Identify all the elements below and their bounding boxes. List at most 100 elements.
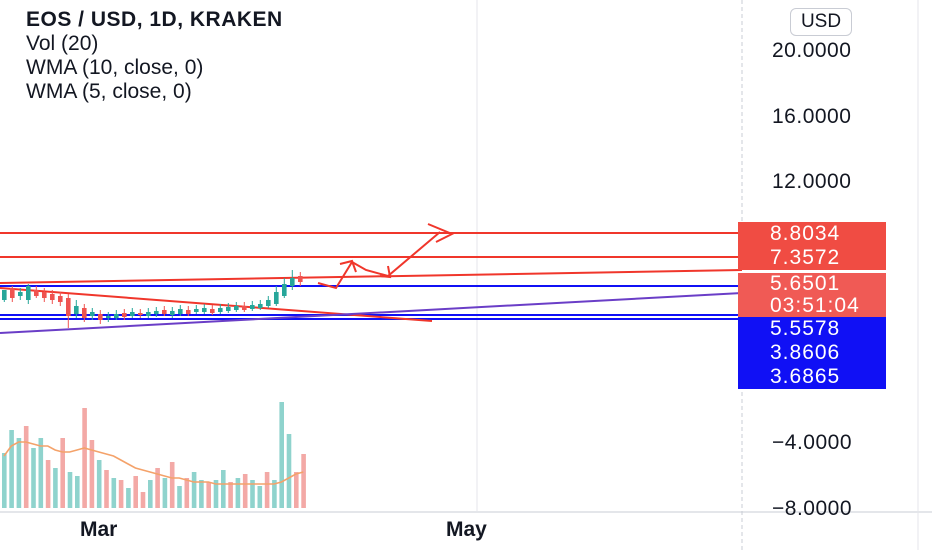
volume-bar (39, 438, 44, 508)
volume-bar (265, 472, 270, 508)
descending-trendline[interactable] (0, 288, 432, 321)
volume-bar (82, 408, 87, 508)
legend-volume[interactable]: Vol (20) (26, 32, 283, 56)
candle-body (298, 276, 303, 282)
candle-body (130, 312, 135, 316)
volume-bar (258, 486, 263, 508)
chart-legend: EOS / USD, 1D, KRAKEN Vol (20) WMA (10, … (26, 8, 283, 104)
candle-body (106, 316, 111, 318)
volume-bar (163, 478, 168, 508)
volume-bar (185, 478, 190, 508)
volume-bar (9, 430, 14, 508)
price-tag-level-3[interactable]: 5.5578 (738, 317, 886, 341)
volume-bar (236, 478, 241, 508)
volume-bar (60, 438, 65, 508)
support-trendline[interactable] (0, 293, 742, 333)
volume-bar (279, 402, 284, 508)
volume-bar (31, 448, 36, 508)
volume-bar (53, 468, 58, 508)
candle-body (26, 286, 31, 300)
price-tag-level-2[interactable]: 7.3572 (738, 246, 886, 270)
volume-bar (17, 438, 22, 508)
candle-body (82, 308, 87, 318)
candle-body (2, 290, 7, 300)
candle-body (290, 278, 295, 286)
candle-body (162, 310, 167, 314)
candle-body (274, 292, 279, 304)
drawings[interactable] (0, 224, 742, 333)
candle-body (66, 298, 71, 316)
volume-bars (2, 402, 306, 508)
candle-body (186, 310, 191, 314)
candle-body (42, 292, 47, 298)
candle-body (282, 284, 287, 296)
candle-body (178, 309, 183, 314)
candle-body (234, 306, 239, 310)
volume-bar (112, 478, 117, 508)
x-label-may: May (446, 518, 487, 542)
volume-bar (68, 472, 73, 508)
candle-body (34, 290, 39, 296)
price-tag-level-5[interactable]: 3.6865 (738, 365, 886, 389)
volume-bar (148, 480, 153, 508)
volume-bar (221, 470, 226, 508)
candle-body (218, 308, 223, 312)
volume-bar (119, 480, 124, 508)
symbol-title[interactable]: EOS / USD, 1D, KRAKEN (26, 8, 283, 32)
candle-body (266, 300, 271, 306)
candle-body (146, 312, 151, 316)
candle-body (90, 312, 95, 316)
volume-bar (301, 454, 306, 508)
candle-body (258, 304, 263, 308)
candle-body (170, 311, 175, 315)
volume-bar (192, 472, 197, 508)
volume-bar (243, 474, 248, 508)
candle-body (114, 314, 119, 318)
legend-wma-5[interactable]: WMA (5, close, 0) (26, 80, 283, 104)
y-tick-neg4: −4.0000 (772, 431, 852, 455)
volume-bar (104, 470, 109, 508)
candle-body (10, 288, 15, 298)
candle-body (74, 306, 79, 314)
volume-bar (206, 482, 211, 508)
volume-bar (170, 462, 175, 508)
volume-bar (46, 460, 51, 508)
volume-bar (141, 492, 146, 508)
x-label-mar: Mar (80, 518, 117, 542)
y-tick-12: 12.0000 (772, 170, 851, 194)
bar-countdown: 03:51:04 (770, 295, 886, 317)
volume-bar (97, 460, 102, 508)
y-tick-20: 20.0000 (772, 39, 851, 63)
legend-wma-10[interactable]: WMA (10, close, 0) (26, 56, 283, 80)
price-tag-level-1[interactable]: 8.8034 (738, 222, 886, 246)
y-tick-neg8: −8.0000 (772, 497, 852, 521)
projection-path[interactable] (318, 232, 440, 288)
candle-body (98, 314, 103, 320)
volume-bar (294, 472, 299, 508)
candle-body (210, 309, 215, 313)
candle-body (18, 292, 23, 296)
candle-body (194, 309, 199, 312)
candle-body (226, 307, 231, 311)
currency-button[interactable]: USD (790, 8, 852, 36)
volume-bar (177, 486, 182, 508)
current-price-value: 5.6501 (770, 273, 886, 295)
candle-body (154, 311, 159, 314)
volume-bar (199, 480, 204, 508)
volume-bar (228, 482, 233, 508)
volume-bar (75, 476, 80, 508)
candle-body (138, 313, 143, 315)
candle-body (122, 313, 127, 317)
y-tick-16: 16.0000 (772, 105, 851, 129)
volume-bar (126, 488, 131, 508)
volume-bar (2, 453, 7, 508)
candle-body (250, 305, 255, 309)
candle-body (242, 306, 247, 310)
current-price-tag[interactable]: 5.6501 03:51:04 (738, 273, 886, 317)
volume-bar (287, 434, 292, 508)
price-tag-level-4[interactable]: 3.8606 (738, 341, 886, 365)
volume-bar (133, 476, 138, 508)
candle-body (202, 308, 207, 312)
volume-bar (24, 426, 29, 508)
candle-body (50, 294, 55, 300)
